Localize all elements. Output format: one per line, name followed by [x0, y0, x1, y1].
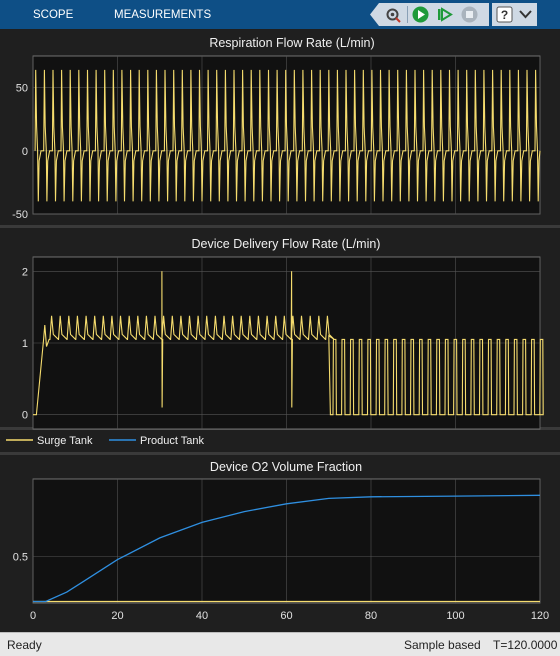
- x-tick-label: 60: [280, 610, 292, 622]
- toolbar-separator: [407, 6, 408, 23]
- plot1-title: Respiration Flow Rate (L/min): [209, 36, 374, 50]
- x-tick-label: 0: [30, 610, 36, 622]
- tab-measurements[interactable]: MEASUREMENTS: [114, 9, 212, 21]
- y-tick-label: 1: [22, 338, 28, 350]
- plot3-title: Device O2 Volume Fraction: [210, 460, 362, 474]
- stop-icon[interactable]: [460, 5, 479, 24]
- status-time: T=120.0000: [493, 638, 558, 652]
- settings-pin-icon[interactable]: [383, 5, 402, 24]
- scope-plots: Respiration Flow Rate (L/min) 50 0 -50 Dev…: [0, 36, 560, 622]
- respiration-flow-line: [34, 69, 541, 202]
- help-controls: ?: [492, 3, 537, 26]
- y-tick-label: 50: [16, 83, 28, 95]
- y-tick-label: -50: [12, 209, 28, 221]
- y-tick-label: 0: [22, 146, 28, 158]
- delivery-flow-line: [32, 271, 544, 416]
- x-tick-label: 120: [531, 610, 549, 622]
- o2-fraction-axes[interactable]: 0.5 0 20 40 60 80 100 120: [13, 478, 549, 622]
- x-tick-label: 40: [196, 610, 208, 622]
- step-forward-icon[interactable]: [435, 5, 454, 24]
- delivery-axes[interactable]: 2 1 0: [22, 256, 544, 430]
- y-tick-label: 0.5: [13, 552, 28, 564]
- toolbar-buttons: ?: [370, 3, 558, 26]
- legend-label-surge: Surge Tank: [37, 435, 93, 447]
- x-tick-label: 20: [111, 610, 123, 622]
- product-tank-line: [33, 494, 541, 603]
- status-ready: Ready: [7, 638, 42, 652]
- x-tick-label: 80: [365, 610, 377, 622]
- x-tick-label: 100: [446, 610, 464, 622]
- status-sample-mode: Sample based: [404, 638, 481, 652]
- y-tick-label: 0: [22, 410, 28, 422]
- simulation-controls: [370, 3, 489, 26]
- y-tick-label: 2: [22, 266, 28, 278]
- svg-text:?: ?: [501, 8, 508, 22]
- toolstrip: SCOPE MEASUREMENTS: [0, 0, 560, 29]
- run-icon[interactable]: [411, 5, 430, 24]
- status-bar: Ready Sample based T=120.0000: [0, 632, 560, 656]
- panel-divider: [0, 452, 560, 455]
- legend-label-product: Product Tank: [140, 435, 205, 447]
- panel-divider: [0, 225, 560, 228]
- legend: Surge Tank Product Tank: [6, 435, 205, 447]
- respiration-axes[interactable]: 50 0 -50: [12, 55, 541, 221]
- help-icon[interactable]: ?: [495, 5, 514, 24]
- plot2-title: Device Delivery Flow Rate (L/min): [192, 237, 381, 251]
- tab-scope[interactable]: SCOPE: [33, 9, 74, 21]
- expand-icon[interactable]: [516, 5, 535, 24]
